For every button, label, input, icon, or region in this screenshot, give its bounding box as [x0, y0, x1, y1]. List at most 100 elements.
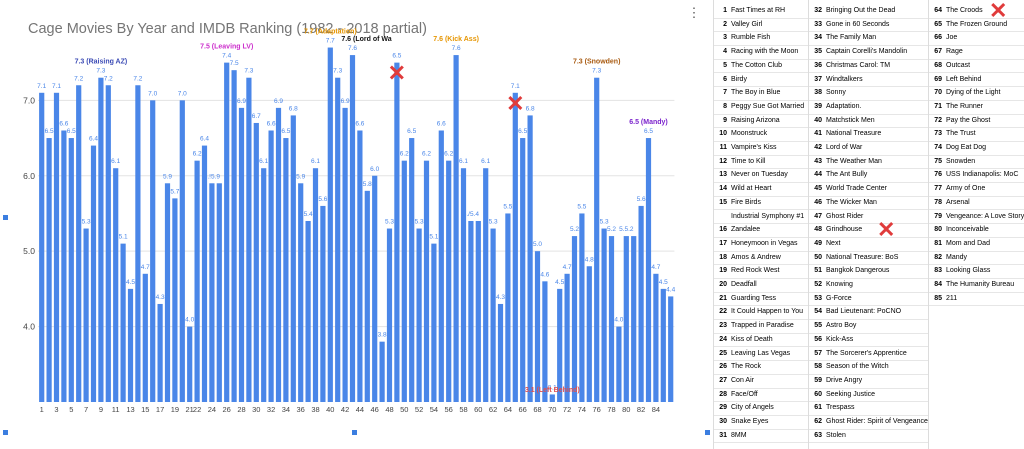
movie-list-row[interactable]: 72 Pay the Ghost	[929, 114, 1024, 129]
movie-list-row[interactable]: 55 Astro Boy	[809, 319, 928, 334]
movie-list-row[interactable]: 20 Deadfall	[714, 278, 808, 293]
movie-list-row[interactable]: 64 The Croods ✕	[929, 0, 1024, 22]
movie-list-row[interactable]: 25 Leaving Las Vegas	[714, 347, 808, 362]
movie-list-row[interactable]: 83 Looking Glass	[929, 264, 1024, 279]
movie-list-row[interactable]: 16 Zandalee	[714, 223, 808, 238]
movie-list-row[interactable]: 48 Grindhouse ✕	[809, 219, 928, 241]
movie-list-row[interactable]: 49 Next	[809, 237, 928, 252]
movie-list-row[interactable]: 8 Peggy Sue Got Married	[714, 100, 808, 115]
bar	[231, 70, 237, 403]
movie-list-row[interactable]: 62 Ghost Rider: Spirit of Vengeance	[809, 415, 928, 430]
movie-list-row[interactable]: 52 Knowing	[809, 278, 928, 293]
movie-list-row[interactable]: 23 Trapped in Paradise	[714, 319, 808, 334]
movie-list-row[interactable]: 56 Kick-Ass	[809, 333, 928, 348]
movie-list-row[interactable]: 27 Con Air	[714, 374, 808, 389]
movie-list-row[interactable]: 44 The Ant Bully	[809, 168, 928, 184]
movie-number: 28	[719, 390, 727, 398]
movie-list-row[interactable]: 12 Time to Kill	[714, 155, 808, 170]
bar	[534, 251, 541, 402]
movie-list-row[interactable]: 47 Ghost Rider	[809, 210, 928, 225]
movie-list-row[interactable]: 80 Inconceivable	[929, 223, 1024, 238]
movie-list-row[interactable]: 17 Honeymoon in Vegas	[714, 237, 808, 252]
movie-list-row[interactable]: 21 Guarding Tess	[714, 292, 808, 307]
movie-list-row[interactable]: 6 Birdy	[714, 73, 808, 88]
movie-list-row[interactable]: 54 Bad Lieutenant: PoCNO	[809, 305, 928, 321]
movie-list-row[interactable]: 31 8MM	[714, 429, 808, 444]
movie-list-row[interactable]: 5 The Cotton Club	[714, 59, 808, 74]
movie-list-row[interactable]: 9 Raising Arizona	[714, 114, 808, 129]
movie-list-row[interactable]: 84 The Humanity Bureau	[929, 278, 1024, 293]
movie-list-row[interactable]: 24 Kiss of Death	[714, 333, 808, 348]
movie-list-row[interactable]: 7 The Boy in Blue	[714, 86, 808, 101]
movie-list-row[interactable]: 41 National Treasure	[809, 127, 928, 142]
movie-list-row[interactable]: 32 Bringing Out the Dead	[809, 4, 928, 19]
movie-number: 20	[719, 281, 727, 288]
movie-list-row[interactable]: 71 The Runner	[929, 100, 1024, 115]
bar	[261, 168, 267, 402]
movie-list-row[interactable]: 33 Gone in 60 Seconds	[809, 18, 928, 33]
movie-title: Sonny	[826, 89, 846, 97]
movie-list-row[interactable]: 11 Vampire's Kiss	[714, 141, 808, 156]
movie-list-row[interactable]: 74 Dog Eat Dog	[929, 141, 1024, 156]
resize-handle-bottom-left[interactable]	[3, 430, 8, 435]
movie-list-row[interactable]: 29 City of Angels	[714, 401, 808, 416]
movie-list-row[interactable]: 76 USS Indianapolis: MoC	[929, 168, 1024, 184]
movie-list-row[interactable]: 65 The Frozen Ground	[929, 18, 1024, 33]
movie-list-row[interactable]: 45 World Trade Center	[809, 182, 928, 197]
movie-list-row[interactable]: 36 Christmas Carol: TM	[809, 59, 928, 74]
movie-list-row[interactable]: 34 The Family Man	[809, 31, 928, 47]
movie-list-row[interactable]: 61 Trespass	[809, 401, 928, 416]
bar-chart[interactable]: Cage Movies By Year and IMDB Ranking (19…	[0, 0, 712, 449]
movie-list-row[interactable]: 18 Amos & Andrew	[714, 251, 808, 266]
movie-list-row[interactable]: 26 The Rock	[714, 360, 808, 375]
chart-panel[interactable]: Cage Movies By Year and IMDB Ranking (19…	[0, 0, 712, 449]
movie-list-row[interactable]: 4 Racing with the Moon	[714, 45, 808, 60]
movie-list-row[interactable]: 50 National Treasure: BoS	[809, 251, 928, 266]
movie-list-row[interactable]: 22 It Could Happen to You	[714, 305, 808, 321]
movie-list-row[interactable]: 40 Matchstick Men	[809, 114, 928, 129]
movie-list-row[interactable]: 13 Never on Tuesday	[714, 168, 808, 184]
movie-list-row[interactable]: 66 Joe	[929, 31, 1024, 47]
movie-list-row[interactable]: 70 Dying of the Light	[929, 86, 1024, 101]
movie-list-row[interactable]: 2 Valley Girl	[714, 18, 808, 33]
movie-list-row[interactable]: 19 Red Rock West	[714, 264, 808, 279]
movie-list-row[interactable]: 60 Seeking Justice	[809, 388, 928, 403]
movie-list-row[interactable]: 82 Mandy	[929, 251, 1024, 266]
resize-handle-bottom[interactable]	[352, 430, 357, 435]
movie-list-row[interactable]: 28 Face/Off	[714, 388, 808, 403]
movie-list-row[interactable]: 67 Rage	[929, 45, 1024, 60]
movie-list-row[interactable]: Industrial Symphony #1	[714, 210, 808, 225]
movie-list-row[interactable]: 69 Left Behind	[929, 73, 1024, 88]
movie-list-row[interactable]: 3 Rumble Fish	[714, 31, 808, 47]
movie-list-row[interactable]: 81 Mom and Dad	[929, 237, 1024, 252]
movie-list-row[interactable]: 53 G-Force	[809, 292, 928, 307]
movie-list-row[interactable]: 85 211	[929, 292, 1024, 307]
movie-list-row[interactable]: 57 The Sorcerer's Apprentice	[809, 347, 928, 362]
movie-list-row[interactable]: 75 Snowden	[929, 155, 1024, 170]
movie-list-row[interactable]: 58 Season of the Witch	[809, 360, 928, 375]
movie-list-row[interactable]: 10 Moonstruck	[714, 127, 808, 142]
movie-list-row[interactable]: 73 The Trust	[929, 127, 1024, 142]
movie-list-row[interactable]: 35 Captain Corelli's Mandolin	[809, 45, 928, 60]
movie-list-row[interactable]: 51 Bangkok Dangerous	[809, 264, 928, 279]
movie-list-row[interactable]: 43 The Weather Man	[809, 155, 928, 170]
movie-list-row[interactable]: 68 Outcast	[929, 59, 1024, 74]
chart-menu-icon[interactable]: ⋮	[688, 5, 701, 20]
movie-list-row[interactable]: 59 Drive Angry	[809, 374, 928, 389]
movie-list-row[interactable]: 79 Vengeance: A Love Story	[929, 210, 1024, 225]
resize-handle-bottom-right[interactable]	[705, 430, 710, 435]
movie-list-row[interactable]: 63 Stolen	[809, 429, 928, 444]
movie-list-row[interactable]: 15 Fire Birds	[714, 196, 808, 211]
movie-list-row[interactable]: 14 Wild at Heart	[714, 182, 808, 197]
movie-list-row[interactable]: 39 Adaptation.	[809, 100, 928, 115]
movie-list-row[interactable]: 37 Windtalkers	[809, 73, 928, 88]
movie-list-row[interactable]: 30 Snake Eyes	[714, 415, 808, 430]
movie-list-row[interactable]: 77 Army of One	[929, 182, 1024, 197]
movie-list-row[interactable]: 46 The Wicker Man	[809, 196, 928, 211]
movie-list-row[interactable]: 78 Arsenal	[929, 196, 1024, 211]
movie-list-row[interactable]: 42 Lord of War	[809, 141, 928, 156]
bar	[438, 130, 444, 402]
resize-handle-left[interactable]	[3, 215, 8, 220]
movie-list-row[interactable]: 38 Sonny	[809, 86, 928, 101]
movie-list-row[interactable]: 1 Fast Times at RH	[714, 4, 808, 19]
